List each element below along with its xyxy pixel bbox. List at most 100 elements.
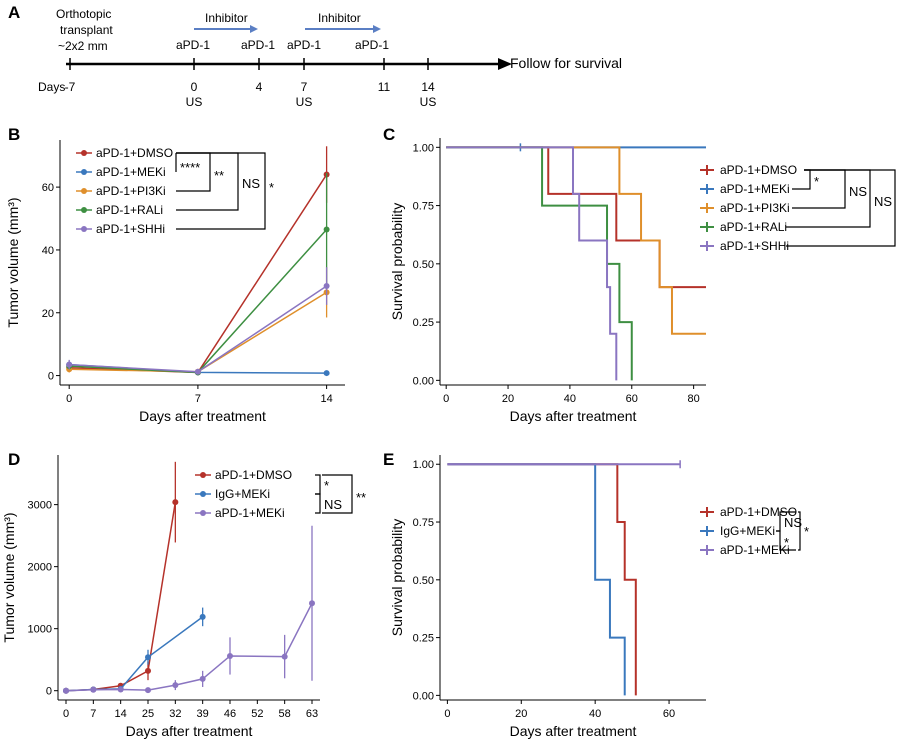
x-tick-label: 40 [564, 393, 576, 405]
legend-label-apd-1-rali: aPD-1+RALi [720, 220, 787, 234]
y-tick-label: 0.75 [413, 517, 434, 529]
survival-curve-apd-1-shhi [446, 146, 618, 381]
series-apd-1-meki [63, 525, 315, 694]
timeline-arrowhead [498, 58, 512, 70]
x-tick-label: 39 [197, 708, 209, 720]
x-tick-label: 25 [142, 708, 154, 720]
y-axis-label: Survival probability [389, 203, 405, 321]
y-tick-label: 0.50 [413, 575, 434, 587]
panel-label-c: C [383, 125, 395, 144]
panel-a-label: A [8, 3, 20, 22]
legend-label-apd-1-meki: aPD-1+MEKi [96, 165, 166, 179]
legend-label-apd-1-dmso: aPD-1+DMSO [215, 468, 292, 482]
legend-marker [200, 510, 206, 516]
y-tick-label: 2000 [28, 562, 52, 574]
y-tick-label: 1.00 [413, 142, 434, 154]
y-axis-label: Survival probability [389, 519, 405, 637]
apd1-label-3: aPD-1 [287, 38, 321, 52]
significance-label: * [269, 180, 274, 195]
x-axis-label: Days after treatment [510, 408, 637, 424]
x-axis-label: Days after treatment [126, 723, 253, 739]
ultrasound-label: US [420, 95, 437, 109]
panel-label-e: E [383, 450, 394, 469]
series-line-apd-1-rali [69, 229, 328, 374]
timeline-day-label: 7 [301, 80, 308, 94]
series-line-apd-1-meki [65, 602, 313, 692]
panel-label-d: D [8, 450, 20, 469]
x-tick-label: 0 [66, 393, 72, 405]
series-apd-1-dmso [63, 461, 179, 694]
legend-marker [81, 169, 87, 175]
series-apd-1-rali [446, 146, 633, 381]
significance-label: NS [874, 194, 892, 209]
significance-bracket [176, 152, 266, 230]
data-point [145, 667, 151, 674]
survival-curve-igg-meki [447, 463, 626, 696]
y-tick-label: 20 [42, 308, 54, 320]
x-axis-label: Days after treatment [510, 723, 637, 739]
x-tick-label: 63 [306, 708, 318, 720]
significance-label: ** [356, 490, 366, 505]
x-tick-label: 7 [90, 708, 96, 720]
x-tick-label: 14 [115, 708, 127, 720]
data-point [281, 653, 288, 660]
x-tick-label: 14 [320, 393, 332, 405]
x-tick-label: 58 [279, 708, 291, 720]
apd1-label-1: aPD-1 [176, 38, 210, 52]
series-line-apd-1-shhi [69, 285, 328, 373]
x-tick-label: 40 [589, 708, 601, 720]
inhibitor-arrowhead-1 [250, 25, 258, 33]
legend-label-apd-1-dmso: aPD-1+DMSO [720, 163, 797, 177]
x-tick-label: 32 [169, 708, 181, 720]
legend-label-apd-1-shhi: aPD-1+SHHi [720, 239, 789, 253]
legend-label-apd-1-meki: aPD-1+MEKi [215, 506, 285, 520]
series-igg-meki [447, 463, 626, 696]
significance-label: * [814, 174, 819, 189]
timeline-day-label: 4 [256, 80, 263, 94]
data-point [66, 361, 73, 368]
survival-curve-apd-1-dmso [447, 463, 637, 696]
y-tick-label: 3000 [28, 500, 52, 512]
legend-label-apd-1-pi3ki: aPD-1+PI3Ki [720, 201, 790, 215]
significance-label: NS [324, 497, 342, 512]
legend-label-apd-1-shhi: aPD-1+SHHi [96, 222, 165, 236]
y-axis-label: Tumor volume (mm³) [1, 512, 17, 642]
days-label: Days [38, 80, 65, 94]
legend-marker [81, 226, 87, 232]
data-point [323, 370, 330, 377]
y-tick-label: 40 [42, 245, 54, 257]
y-tick-label: 0 [48, 371, 54, 383]
x-tick-label: 0 [443, 393, 449, 405]
legend-label-igg-meki: IgG+MEKi [215, 487, 270, 501]
data-point [145, 654, 151, 661]
inhibitor-arrowhead-2 [373, 25, 381, 33]
apd1-label-2: aPD-1 [241, 38, 275, 52]
survival-curve-apd-1-rali [446, 146, 633, 381]
legend-marker [200, 491, 206, 497]
legend-label-igg-meki: IgG+MEKi [720, 524, 775, 538]
series-apd-1-shhi [446, 146, 618, 381]
transplant-label-1: Orthotopic [56, 7, 111, 21]
inhibitor-label-2: Inhibitor [318, 11, 361, 25]
data-point [227, 652, 233, 659]
data-point [145, 687, 151, 694]
data-point [323, 283, 330, 290]
panel-a-timeline: A Orthotopic transplant ~2x2 mm Inhibito… [8, 3, 622, 109]
timeline-day-label: 11 [378, 80, 391, 94]
significance-bracket [322, 474, 353, 514]
significance-label: NS [242, 176, 260, 191]
significance-label: NS [849, 184, 867, 199]
data-point [63, 687, 69, 694]
data-point [323, 226, 330, 233]
y-tick-label: 0.00 [413, 690, 434, 702]
apd1-label-4: aPD-1 [355, 38, 389, 52]
legend-label-apd-1-pi3ki: aPD-1+PI3Ki [96, 184, 166, 198]
x-tick-label: 20 [515, 708, 527, 720]
significance-bracket [798, 511, 801, 551]
series-line-apd-1-pi3ki [69, 291, 328, 373]
x-tick-label: 80 [688, 393, 700, 405]
significance-label: * [324, 478, 329, 493]
x-tick-label: 7 [195, 393, 201, 405]
data-point [172, 499, 179, 506]
